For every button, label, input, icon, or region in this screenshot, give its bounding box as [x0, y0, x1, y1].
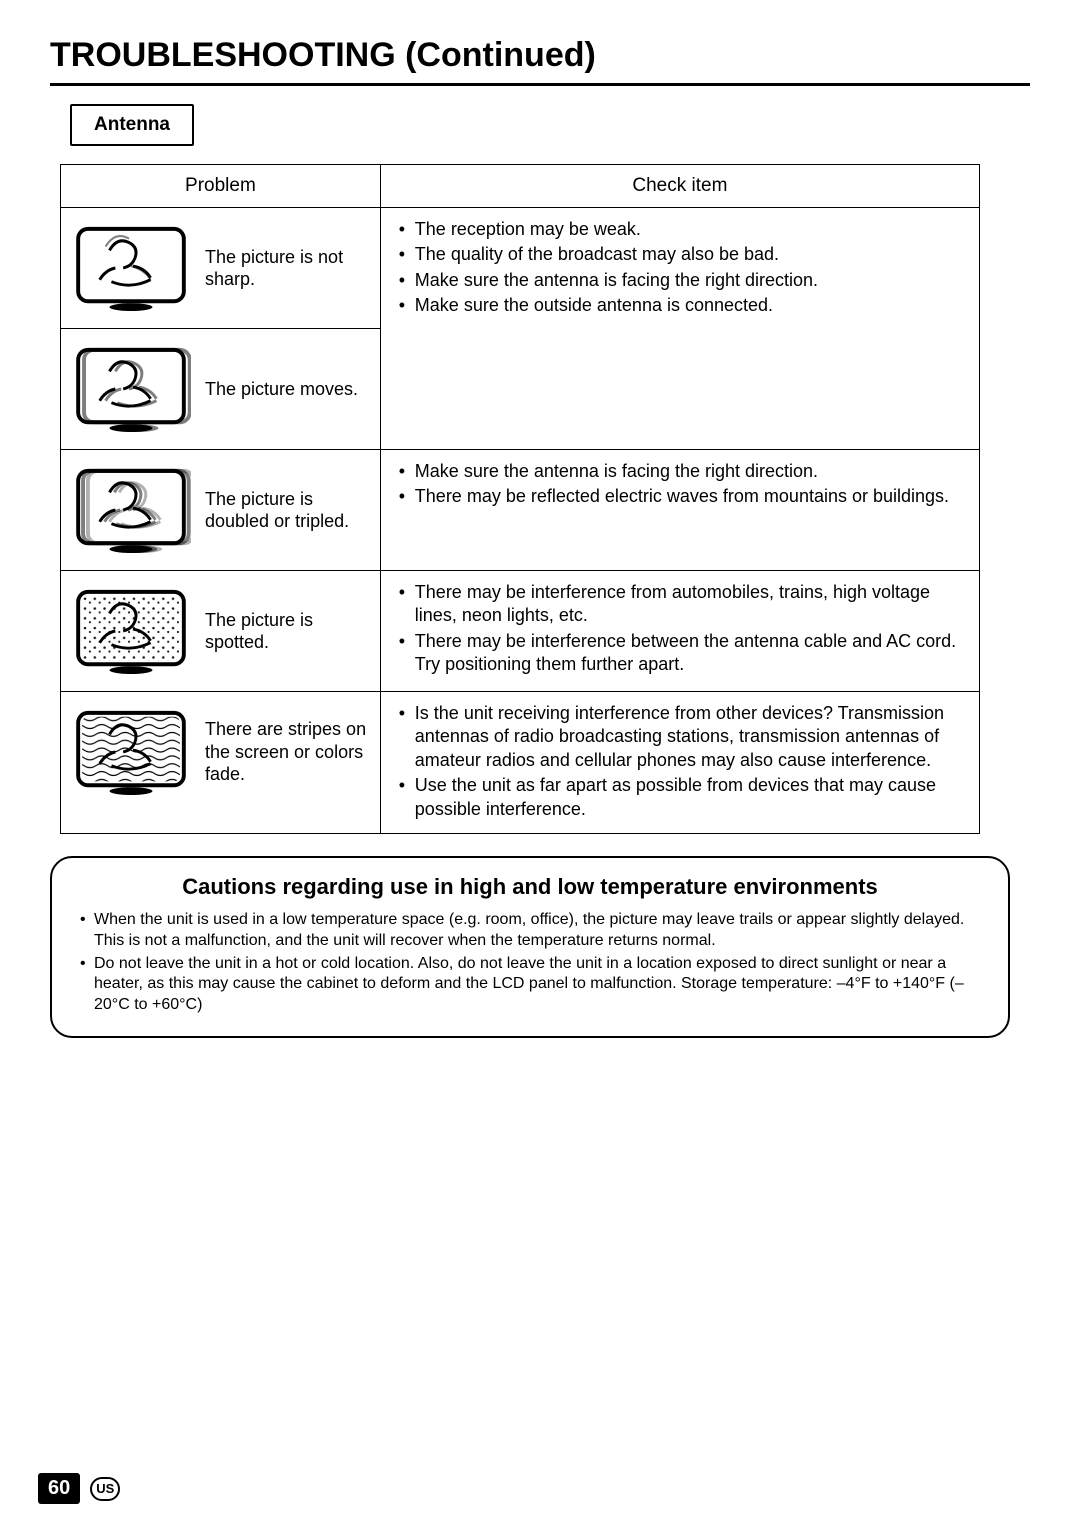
tv-blurry-icon	[71, 223, 191, 313]
check-list: Is the unit receiving interference from …	[397, 702, 965, 821]
problem-text: The picture moves.	[205, 378, 358, 401]
page-number: 60	[38, 1473, 80, 1504]
problem-cell: There are stripes on the screen or color…	[61, 692, 381, 834]
caution-title: Cautions regarding use in high and low t…	[78, 874, 982, 900]
check-item: There may be reflected electric waves fr…	[397, 485, 965, 508]
problem-text: The picture is not sharp.	[205, 246, 372, 291]
tv-double-icon	[71, 465, 191, 555]
problem-cell: The picture moves.	[61, 329, 381, 450]
check-list: There may be interference from automobil…	[397, 581, 965, 677]
table-header-problem: Problem	[61, 165, 381, 208]
tv-stripes-icon	[71, 707, 191, 797]
check-item: Make sure the outside antenna is connect…	[397, 294, 965, 317]
problem-text: The picture is spotted.	[205, 609, 372, 654]
page-title: TROUBLESHOOTING (Continued)	[0, 0, 1080, 83]
title-rule	[50, 83, 1030, 86]
problem-text: The picture is doubled or tripled.	[205, 488, 372, 533]
check-item: There may be interference between the an…	[397, 630, 965, 677]
tv-moves-icon	[71, 344, 191, 434]
check-list: Make sure the antenna is facing the righ…	[397, 460, 965, 509]
check-cell: There may be interference from automobil…	[380, 571, 979, 692]
check-item: There may be interference from automobil…	[397, 581, 965, 628]
check-cell: Make sure the antenna is facing the righ…	[380, 450, 979, 571]
check-item: Make sure the antenna is facing the righ…	[397, 460, 965, 483]
check-item: Make sure the antenna is facing the righ…	[397, 269, 965, 292]
region-badge: US	[90, 1477, 120, 1501]
table-row: The picture is doubled or tripled. Make s…	[61, 450, 980, 571]
page-footer: 60 US	[38, 1473, 120, 1504]
problem-cell: The picture is not sharp.	[61, 208, 381, 329]
problem-text: There are stripes on the screen or color…	[205, 718, 372, 786]
check-cell: Is the unit receiving interference from …	[380, 692, 979, 834]
section-label-antenna: Antenna	[70, 104, 194, 146]
check-cell: The reception may be weak.The quality of…	[380, 208, 979, 450]
check-item: Is the unit receiving interference from …	[397, 702, 965, 772]
caution-box: Cautions regarding use in high and low t…	[50, 856, 1010, 1038]
caution-item: When the unit is used in a low temperatu…	[78, 910, 982, 952]
problem-cell: The picture is spotted.	[61, 571, 381, 692]
check-item: Use the unit as far apart as possible fr…	[397, 774, 965, 821]
caution-item: Do not leave the unit in a hot or cold l…	[78, 954, 982, 1016]
caution-list: When the unit is used in a low temperatu…	[78, 910, 982, 1016]
troubleshooting-table: Problem Check item The picture is not sh…	[60, 164, 980, 834]
check-item: The reception may be weak.	[397, 218, 965, 241]
check-item: The quality of the broadcast may also be…	[397, 243, 965, 266]
table-row: The picture is spotted. There may be inte…	[61, 571, 980, 692]
table-row: There are stripes on the screen or color…	[61, 692, 980, 834]
table-row: The picture is not sharp. The reception m…	[61, 208, 980, 329]
problem-cell: The picture is doubled or tripled.	[61, 450, 381, 571]
check-list: The reception may be weak.The quality of…	[397, 218, 965, 318]
table-header-check: Check item	[380, 165, 979, 208]
tv-spotted-icon	[71, 586, 191, 676]
